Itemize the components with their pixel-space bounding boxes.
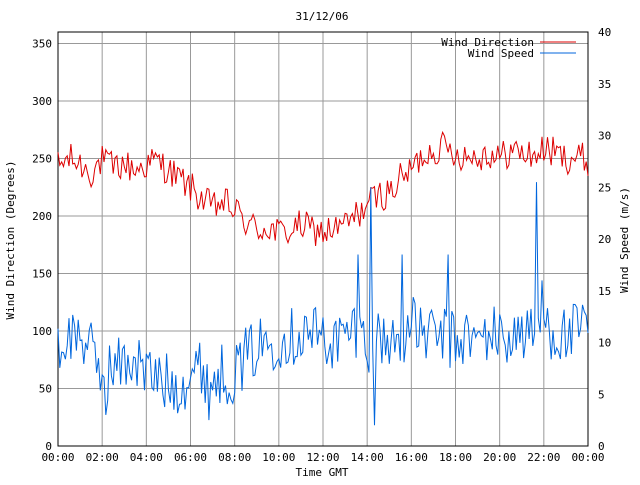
legend: Wind Direction Wind Speed [441,36,576,60]
x-tick-label: 18:00 [439,451,472,464]
x-axis: 00:00 02:00 04:00 06:00 08:00 10:00 12:00 14:00… [41,451,604,464]
x-tick-label: 22:00 [527,451,560,464]
y-left-tick-label: 0 [45,440,52,453]
y-left-tick-label: 200 [32,210,52,223]
y-right-axis: 0 5 10 15 20 25 30 35 40 [598,26,611,453]
x-axis-label: Time GMT [296,466,349,479]
series-line-wind-speed [57,182,589,426]
series-group [57,130,589,426]
y-right-tick-label: 25 [598,181,611,194]
y-left-tick-label: 350 [32,38,52,51]
y-left-tick-label: 250 [32,153,52,166]
y-left-axis-label: Wind Direction (Degrees) [4,161,17,320]
grid [58,32,588,446]
y-right-tick-label: 0 [598,440,605,453]
x-tick-label: 16:00 [395,451,428,464]
y-right-tick-label: 20 [598,233,611,246]
x-tick-label: 02:00 [86,451,119,464]
x-tick-label: 12:00 [306,451,339,464]
x-tick-label: 00:00 [571,451,604,464]
y-right-tick-label: 10 [598,337,611,350]
chart-title: 31/12/06 [296,10,349,23]
y-right-axis-label: Wind Speed (m/s) [618,187,631,293]
y-right-tick-label: 40 [598,26,611,39]
x-tick-label: 14:00 [351,451,384,464]
y-left-tick-label: 50 [39,383,52,396]
x-tick-label: 06:00 [174,451,207,464]
x-tick-label: 00:00 [41,451,74,464]
y-left-tick-label: 100 [32,325,52,338]
y-left-axis: 0 50 100 150 200 250 300 350 [32,38,52,454]
x-tick-label: 08:00 [218,451,251,464]
y-right-tick-label: 35 [598,78,611,91]
x-tick-label: 10:00 [262,451,295,464]
y-right-tick-label: 30 [598,130,611,143]
y-left-tick-label: 150 [32,268,52,281]
y-right-tick-label: 15 [598,285,611,298]
legend-label-wind-direction: Wind Direction [441,36,534,49]
legend-label-wind-speed: Wind Speed [468,47,534,60]
y-right-tick-label: 5 [598,388,605,401]
x-tick-label: 04:00 [130,451,163,464]
x-tick-label: 20:00 [483,451,516,464]
plot-frame [57,31,589,447]
y-left-tick-label: 300 [32,95,52,108]
series-line-wind-direction [57,130,589,246]
